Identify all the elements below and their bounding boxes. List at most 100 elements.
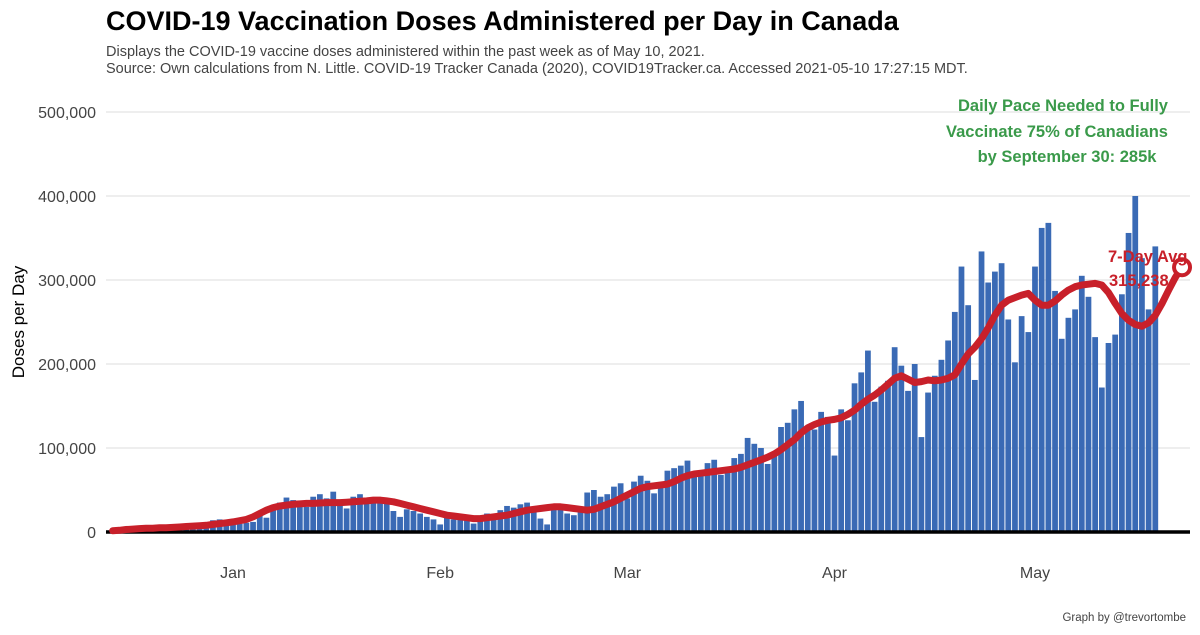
dose-bar bbox=[978, 251, 985, 532]
dose-bar bbox=[350, 496, 357, 532]
dose-bar bbox=[1105, 343, 1112, 532]
dose-bar bbox=[1012, 362, 1018, 532]
dose-bar bbox=[838, 409, 845, 532]
dose-bar bbox=[851, 383, 858, 532]
dose-bar bbox=[443, 517, 450, 532]
dose-bar bbox=[1058, 338, 1065, 532]
dose-bar bbox=[651, 493, 657, 532]
dose-bar bbox=[317, 494, 323, 532]
dose-bar bbox=[911, 364, 918, 532]
dose-bar bbox=[256, 512, 263, 532]
dose-bar bbox=[550, 508, 557, 532]
dose-bar bbox=[784, 422, 791, 532]
dose-bar bbox=[824, 416, 831, 532]
dose-bar bbox=[724, 470, 731, 532]
dose-bar bbox=[657, 485, 664, 532]
x-tick-label: Jan bbox=[220, 565, 246, 582]
dose-bar bbox=[971, 379, 978, 532]
dose-bar bbox=[397, 516, 403, 532]
dose-bar bbox=[844, 420, 851, 532]
pace-annotation-line-3: by September 30: 285k bbox=[978, 148, 1158, 166]
dose-bar bbox=[524, 502, 530, 532]
dose-bar bbox=[310, 496, 317, 532]
dose-bar bbox=[738, 453, 744, 532]
dose-bar bbox=[236, 523, 243, 532]
y-tick-label: 500,000 bbox=[38, 105, 96, 122]
dose-bar bbox=[751, 443, 758, 532]
dose-bar bbox=[504, 505, 510, 532]
dose-bar bbox=[290, 500, 297, 532]
dose-bar bbox=[1119, 294, 1125, 532]
dose-bar bbox=[544, 524, 550, 532]
subtitle-line-1: Displays the COVID-19 vaccine doses admi… bbox=[106, 44, 705, 60]
dose-bar bbox=[711, 459, 718, 532]
dose-bar bbox=[430, 519, 437, 532]
seven-day-avg-endpoint-marker bbox=[1172, 257, 1193, 278]
x-tick-label: May bbox=[1020, 565, 1050, 582]
dose-bar bbox=[403, 509, 410, 532]
dose-bar bbox=[1152, 246, 1159, 532]
dose-bar bbox=[664, 470, 671, 532]
dose-bar bbox=[1085, 296, 1092, 532]
dose-bar bbox=[624, 498, 631, 532]
dose-bar bbox=[577, 511, 584, 532]
dose-bar bbox=[697, 475, 704, 532]
dose-bar bbox=[537, 518, 544, 532]
y-tick-label: 400,000 bbox=[38, 189, 96, 206]
dose-bar bbox=[1018, 316, 1025, 532]
subtitle-line-2: Source: Own calculations from N. Little.… bbox=[106, 61, 968, 77]
y-axis-ticks: 0 100,000 200,000 300,000 400,000 500,000 bbox=[38, 105, 96, 542]
chart-title: COVID-19 Vaccination Doses Administered … bbox=[106, 6, 899, 36]
dose-bar bbox=[1139, 258, 1145, 532]
dose-bar bbox=[250, 521, 256, 532]
dose-bar bbox=[804, 430, 811, 532]
dose-bar bbox=[905, 390, 911, 532]
dose-bar bbox=[731, 458, 738, 532]
dose-bar bbox=[604, 494, 611, 532]
dose-bar bbox=[283, 497, 290, 532]
dose-bar bbox=[276, 502, 283, 532]
dose-bar bbox=[818, 411, 825, 532]
dose-bar bbox=[337, 500, 343, 532]
y-tick-label: 200,000 bbox=[38, 357, 96, 374]
y-tick-label: 100,000 bbox=[38, 441, 96, 458]
dose-bar bbox=[1032, 266, 1038, 532]
dose-bar bbox=[865, 350, 871, 532]
dose-bar bbox=[871, 401, 878, 532]
dose-bar bbox=[1098, 387, 1105, 532]
x-tick-label: Apr bbox=[822, 565, 848, 582]
y-axis-label: Doses per Day bbox=[9, 265, 28, 378]
dose-bar bbox=[691, 474, 698, 532]
dose-bar bbox=[718, 474, 724, 532]
dose-bar bbox=[671, 468, 677, 532]
dose-bar bbox=[1052, 290, 1058, 532]
seven-day-avg-line bbox=[109, 263, 1186, 535]
dose-bar bbox=[1065, 317, 1072, 532]
dose-bar bbox=[778, 427, 784, 532]
dose-bar bbox=[891, 347, 898, 532]
dose-bar bbox=[470, 523, 477, 532]
dose-bar bbox=[918, 437, 925, 532]
dose-bar bbox=[684, 460, 691, 532]
dose-bar bbox=[243, 522, 250, 532]
dose-bar bbox=[343, 508, 350, 532]
dose-bar bbox=[557, 505, 564, 532]
chart-subtitle: Displays the COVID-19 vaccine doses admi… bbox=[106, 44, 968, 78]
dose-bar bbox=[631, 481, 637, 532]
dose-bar bbox=[1072, 309, 1078, 532]
dose-bar bbox=[925, 392, 931, 532]
dose-bar bbox=[477, 518, 484, 532]
dose-bar bbox=[510, 507, 517, 532]
dose-bar bbox=[945, 340, 951, 532]
dose-bar bbox=[484, 513, 490, 532]
dose-bar bbox=[771, 452, 778, 532]
dose-bar bbox=[1078, 275, 1085, 532]
dose-bar bbox=[1092, 337, 1099, 532]
dose-bar bbox=[357, 494, 363, 532]
dose-bar bbox=[330, 491, 337, 532]
dose-bar bbox=[931, 375, 938, 532]
dose-bar bbox=[1005, 319, 1012, 532]
dose-bar bbox=[831, 455, 838, 532]
dose-bar bbox=[798, 400, 804, 532]
